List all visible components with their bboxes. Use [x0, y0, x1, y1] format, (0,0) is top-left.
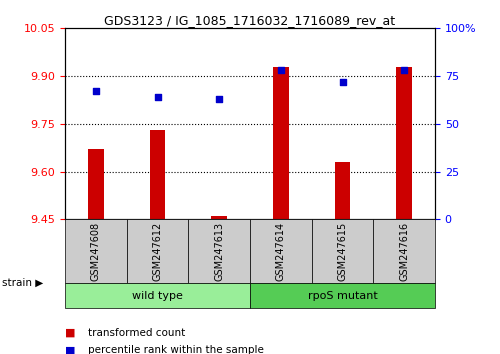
Bar: [250, 283, 435, 308]
Bar: [312, 219, 374, 283]
Text: rpoS mutant: rpoS mutant: [308, 291, 378, 301]
Text: transformed count: transformed count: [88, 328, 185, 338]
Point: [215, 96, 223, 102]
Text: GSM247612: GSM247612: [152, 222, 162, 281]
Bar: [374, 219, 435, 283]
Point: [277, 68, 285, 73]
Point: [338, 79, 346, 85]
Bar: [273, 67, 288, 219]
Text: GSM247608: GSM247608: [91, 222, 101, 281]
Point: [400, 68, 408, 73]
Bar: [396, 67, 412, 219]
Bar: [150, 130, 165, 219]
Bar: [335, 162, 350, 219]
Bar: [126, 219, 188, 283]
Text: ■: ■: [65, 346, 79, 354]
Bar: [88, 149, 104, 219]
Text: ■: ■: [65, 328, 79, 338]
Text: GSM247614: GSM247614: [276, 222, 286, 281]
Text: GSM247615: GSM247615: [338, 222, 347, 281]
Point: [154, 94, 162, 100]
Bar: [250, 219, 312, 283]
Bar: [65, 283, 250, 308]
Point: [92, 88, 100, 94]
Text: percentile rank within the sample: percentile rank within the sample: [88, 346, 264, 354]
Title: GDS3123 / IG_1085_1716032_1716089_rev_at: GDS3123 / IG_1085_1716032_1716089_rev_at: [104, 14, 396, 27]
Bar: [212, 216, 227, 219]
Bar: [65, 219, 126, 283]
Text: wild type: wild type: [132, 291, 183, 301]
Text: GSM247613: GSM247613: [214, 222, 224, 281]
Bar: [188, 219, 250, 283]
Text: GSM247616: GSM247616: [399, 222, 409, 281]
Text: strain ▶: strain ▶: [2, 278, 44, 288]
